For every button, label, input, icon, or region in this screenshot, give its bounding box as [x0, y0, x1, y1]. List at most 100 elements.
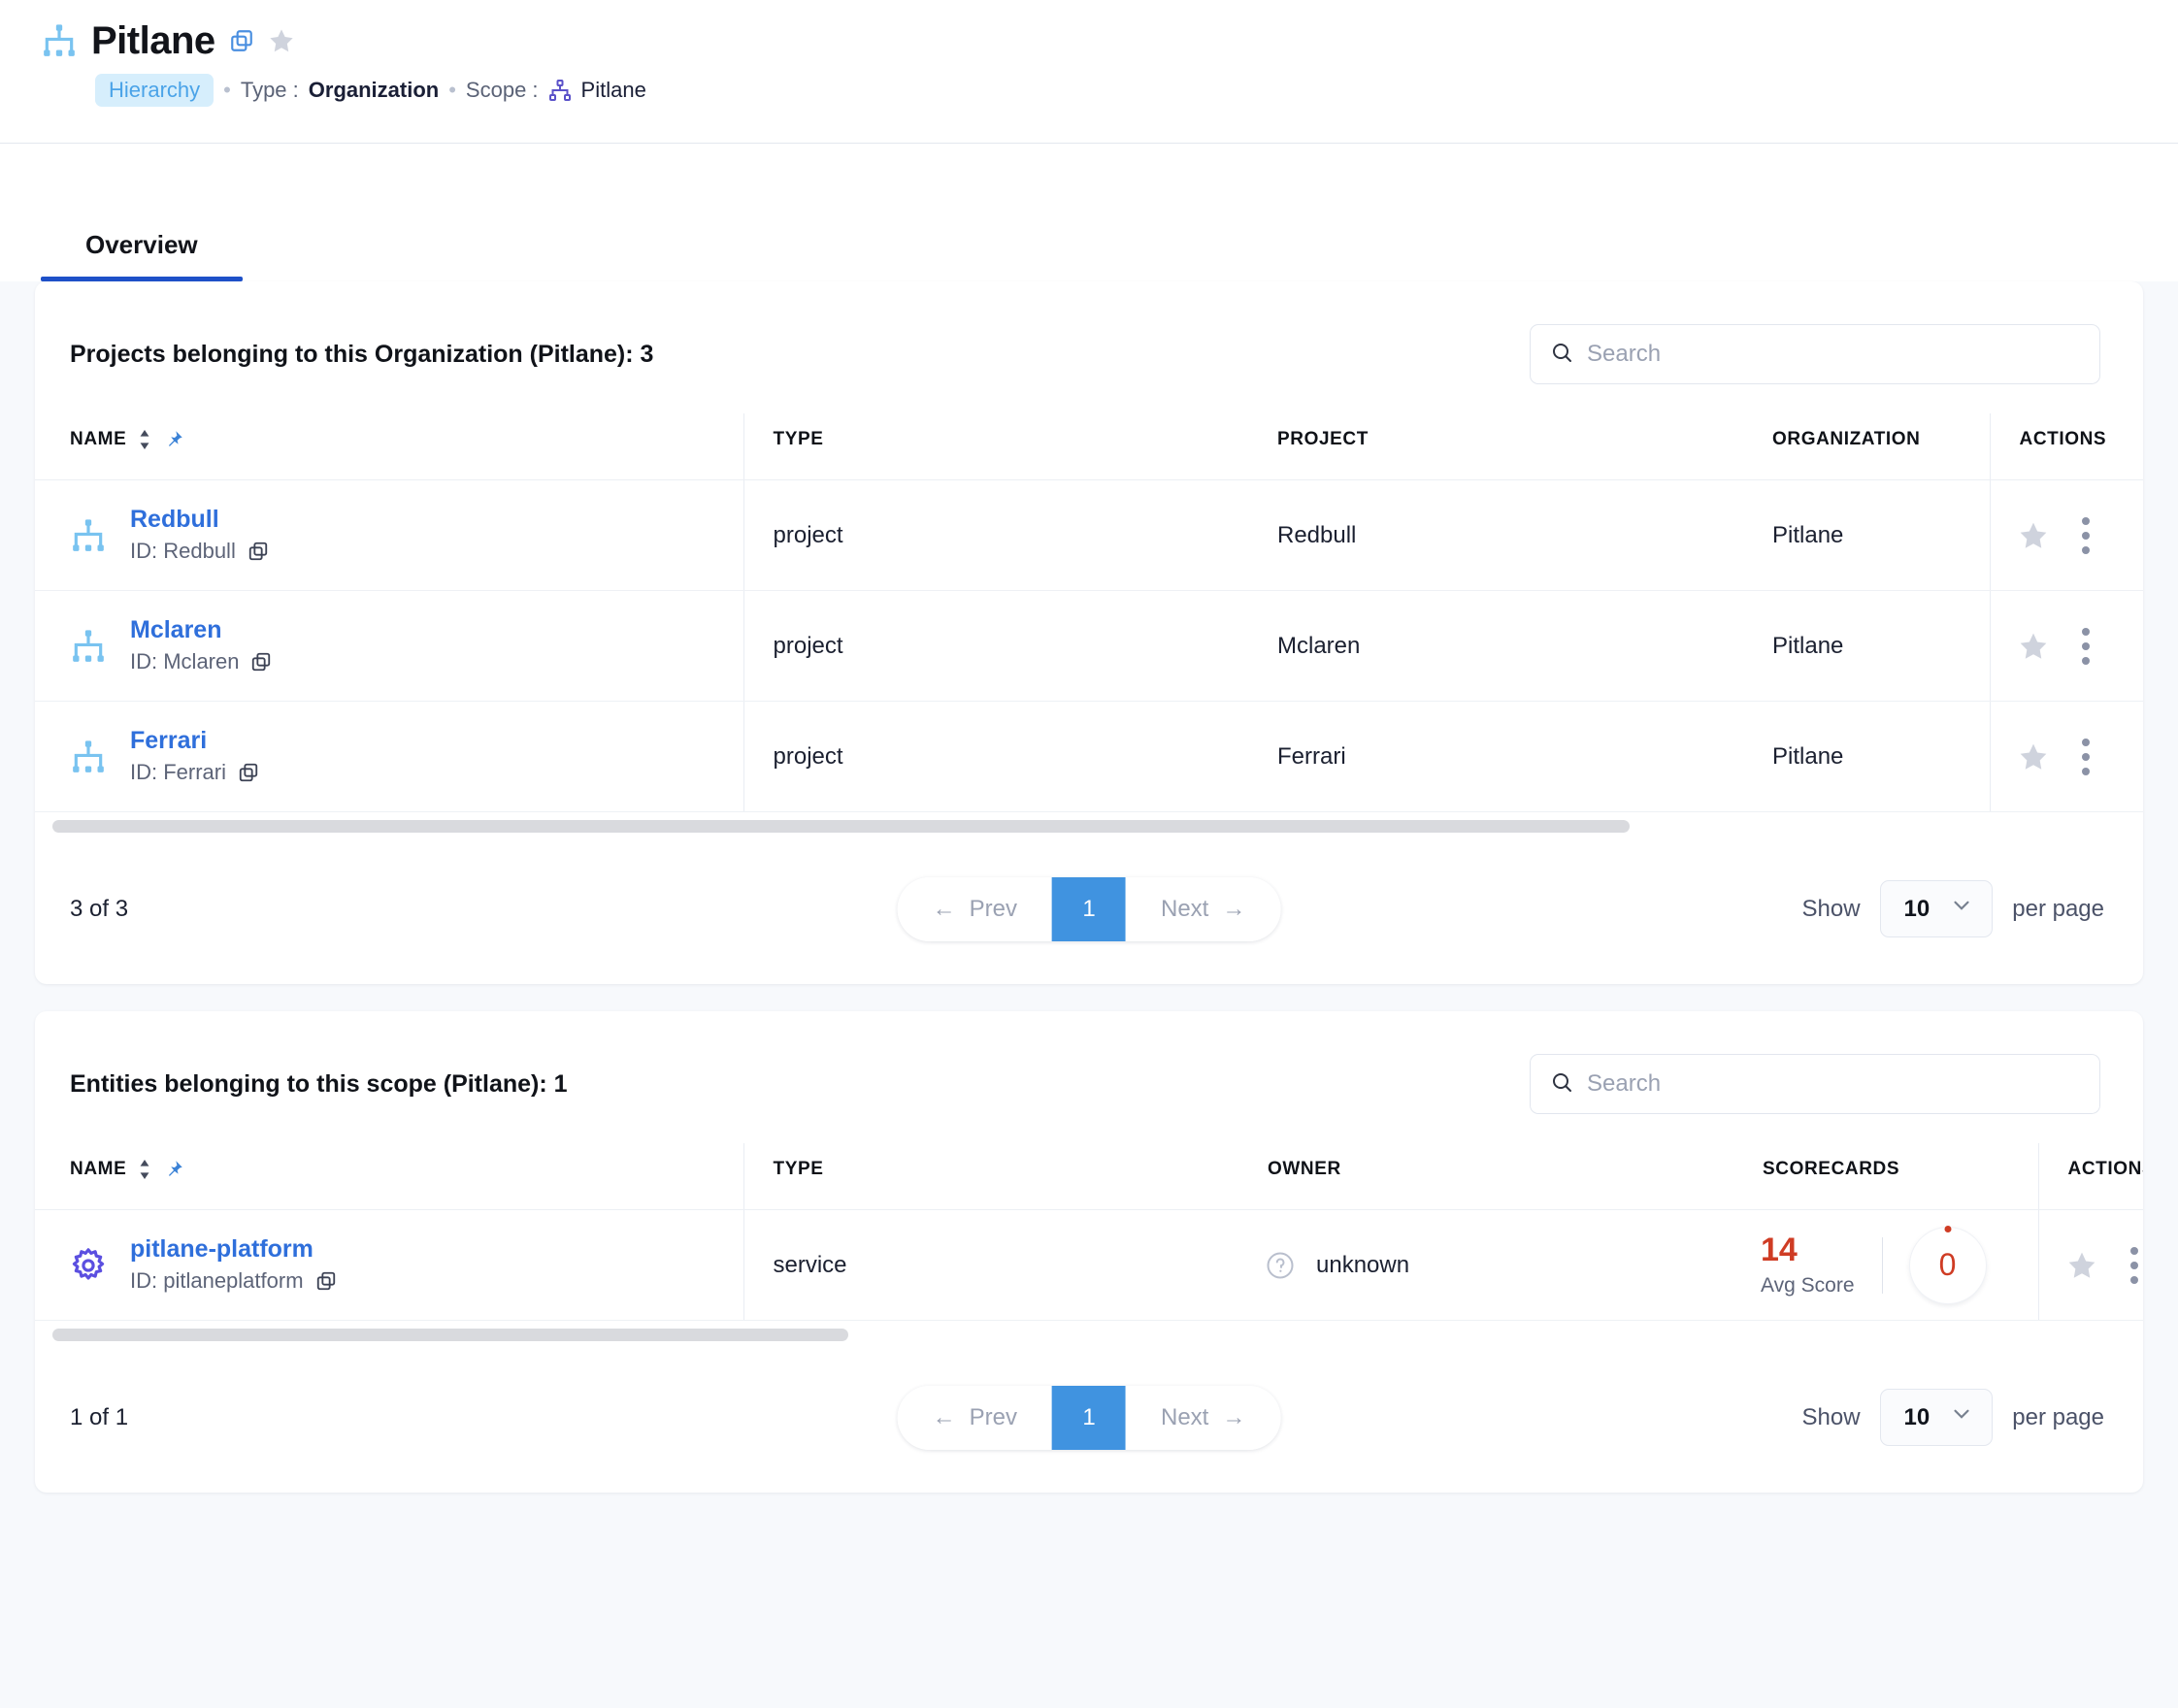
- copy-icon[interactable]: [238, 762, 259, 783]
- column-header-name[interactable]: NAME: [35, 1143, 744, 1210]
- column-header-type[interactable]: TYPE: [743, 413, 1248, 480]
- scrollbar-thumb[interactable]: [52, 1329, 848, 1341]
- column-header-organization[interactable]: ORGANIZATION: [1743, 413, 1991, 480]
- favorite-star-icon[interactable]: [2018, 520, 2049, 551]
- page-number-1[interactable]: 1: [1052, 1385, 1126, 1450]
- projects-search-box[interactable]: [1530, 324, 2100, 384]
- entities-search-input[interactable]: [1587, 1070, 2080, 1098]
- type-value: Organization: [308, 78, 440, 102]
- title-row: Pitlane: [41, 21, 2178, 60]
- row-project: Ferrari: [1277, 742, 1346, 770]
- copy-icon[interactable]: [248, 541, 269, 562]
- row-id: ID: Mclaren: [130, 649, 240, 674]
- column-header-type[interactable]: TYPE: [743, 1143, 1238, 1210]
- scorecard-badge[interactable]: 0: [1909, 1227, 1986, 1303]
- hierarchy-chip: Hierarchy: [95, 74, 214, 107]
- per-page-select[interactable]: 10: [1879, 1389, 1994, 1446]
- prev-button[interactable]: ← Prev: [897, 1385, 1052, 1450]
- avg-score-value: 14: [1761, 1231, 1798, 1268]
- row-type: project: [773, 742, 843, 770]
- table-row[interactable]: Ferrari ID: Ferrari: [35, 701, 2143, 812]
- column-header-actions: ACTIONS: [2038, 1143, 2143, 1210]
- next-button[interactable]: Next →: [1126, 1385, 1281, 1450]
- cell-actions: [1990, 479, 2143, 591]
- show-label: Show: [1801, 1403, 1861, 1430]
- pin-icon[interactable]: [163, 1159, 184, 1180]
- next-label: Next: [1161, 895, 1209, 922]
- projects-page-count: 3 of 3: [70, 895, 129, 922]
- hierarchy-icon: [41, 22, 78, 59]
- row-menu-icon[interactable]: [2129, 1246, 2138, 1284]
- projects-horizontal-scrollbar[interactable]: [35, 812, 2143, 838]
- page-number-1[interactable]: 1: [1052, 876, 1126, 941]
- favorite-star-icon[interactable]: [2018, 631, 2049, 662]
- table-row[interactable]: pitlane-platform ID: pitlaneplatform: [35, 1209, 2143, 1321]
- scope-label: Scope :: [465, 78, 539, 102]
- favorite-star-icon[interactable]: [2018, 741, 2049, 772]
- row-name-link[interactable]: Ferrari: [130, 726, 208, 754]
- row-menu-icon[interactable]: [2081, 738, 2090, 775]
- prev-button[interactable]: ← Prev: [897, 876, 1052, 941]
- entities-search-box[interactable]: [1530, 1054, 2100, 1114]
- column-label-organization: ORGANIZATION: [1772, 429, 1921, 449]
- entities-horizontal-scrollbar[interactable]: [35, 1321, 2143, 1346]
- table-row[interactable]: Redbull ID: Redbull: [35, 479, 2143, 591]
- projects-pagination: 3 of 3 ← Prev 1 Next → Show 10: [35, 838, 2143, 984]
- scope-value: Pitlane: [580, 78, 646, 102]
- row-name-link[interactable]: pitlane-platform: [130, 1234, 314, 1263]
- entities-pager: ← Prev 1 Next →: [897, 1385, 1281, 1450]
- column-label-name: NAME: [70, 429, 127, 449]
- cell-organization: Pitlane: [1743, 701, 1991, 812]
- copy-icon[interactable]: [229, 28, 254, 53]
- cell-project: Ferrari: [1248, 701, 1743, 812]
- pin-icon[interactable]: [163, 429, 184, 450]
- score-divider: [1881, 1236, 1883, 1294]
- row-organization: Pitlane: [1772, 742, 1844, 770]
- copy-icon[interactable]: [315, 1270, 337, 1292]
- column-header-project[interactable]: PROJECT: [1248, 413, 1743, 480]
- cell-name: Redbull ID: Redbull: [35, 479, 744, 591]
- row-type: project: [773, 521, 843, 548]
- column-label-type: TYPE: [773, 1159, 824, 1179]
- row-name-link[interactable]: Redbull: [130, 505, 219, 533]
- column-label-name: NAME: [70, 1159, 127, 1179]
- row-name-link[interactable]: Mclaren: [130, 615, 222, 643]
- column-header-owner[interactable]: OWNER: [1238, 1143, 1733, 1210]
- column-label-scorecards: SCORECARDS: [1763, 1159, 1900, 1179]
- per-page-select[interactable]: 10: [1879, 880, 1994, 937]
- next-button[interactable]: Next →: [1126, 876, 1281, 941]
- type-label: Type :: [240, 78, 299, 102]
- row-menu-icon[interactable]: [2081, 516, 2090, 554]
- cell-actions: [1990, 701, 2143, 812]
- scope-hierarchy-icon: [548, 79, 572, 102]
- next-label: Next: [1161, 1403, 1209, 1430]
- projects-search-input[interactable]: [1587, 341, 2080, 368]
- cell-organization: Pitlane: [1743, 590, 1991, 702]
- cell-name: Mclaren ID: Mclaren: [35, 590, 744, 702]
- sort-icon[interactable]: [138, 1160, 151, 1179]
- favorite-star-icon[interactable]: [2066, 1250, 2097, 1281]
- entities-page-count: 1 of 1: [70, 1403, 129, 1430]
- arrow-right-icon: →: [1222, 895, 1246, 922]
- scrollbar-thumb[interactable]: [52, 820, 1630, 833]
- row-project: Redbull: [1277, 521, 1357, 548]
- projects-per-page: Show 10 per page: [1802, 880, 2104, 937]
- cell-name: pitlane-platform ID: pitlaneplatform: [35, 1209, 744, 1321]
- row-organization: Pitlane: [1772, 632, 1844, 659]
- per-page-label: per page: [2012, 895, 2104, 922]
- table-row[interactable]: Mclaren ID: Mclaren: [35, 590, 2143, 702]
- star-icon[interactable]: [268, 27, 295, 54]
- projects-table-header-row: NAME: [35, 413, 2143, 480]
- row-id: ID: pitlaneplatform: [130, 1268, 304, 1294]
- projects-card-header: Projects belonging to this Organization …: [35, 281, 2143, 413]
- column-header-scorecards[interactable]: SCORECARDS: [1733, 1143, 2039, 1210]
- row-organization: Pitlane: [1772, 521, 1844, 548]
- row-menu-icon[interactable]: [2081, 627, 2090, 665]
- column-header-name[interactable]: NAME: [35, 413, 744, 480]
- cell-name: Ferrari ID: Ferrari: [35, 701, 744, 812]
- entities-table-body: pitlane-platform ID: pitlaneplatform: [35, 1209, 2143, 1321]
- tab-overview[interactable]: Overview: [41, 230, 243, 281]
- chevron-down-icon: [1949, 1401, 1974, 1433]
- copy-icon[interactable]: [250, 651, 272, 673]
- sort-icon[interactable]: [138, 430, 151, 449]
